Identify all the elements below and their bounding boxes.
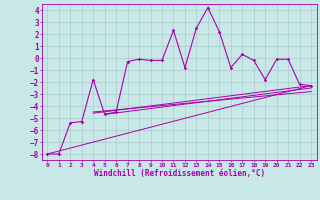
X-axis label: Windchill (Refroidissement éolien,°C): Windchill (Refroidissement éolien,°C) <box>94 169 265 178</box>
